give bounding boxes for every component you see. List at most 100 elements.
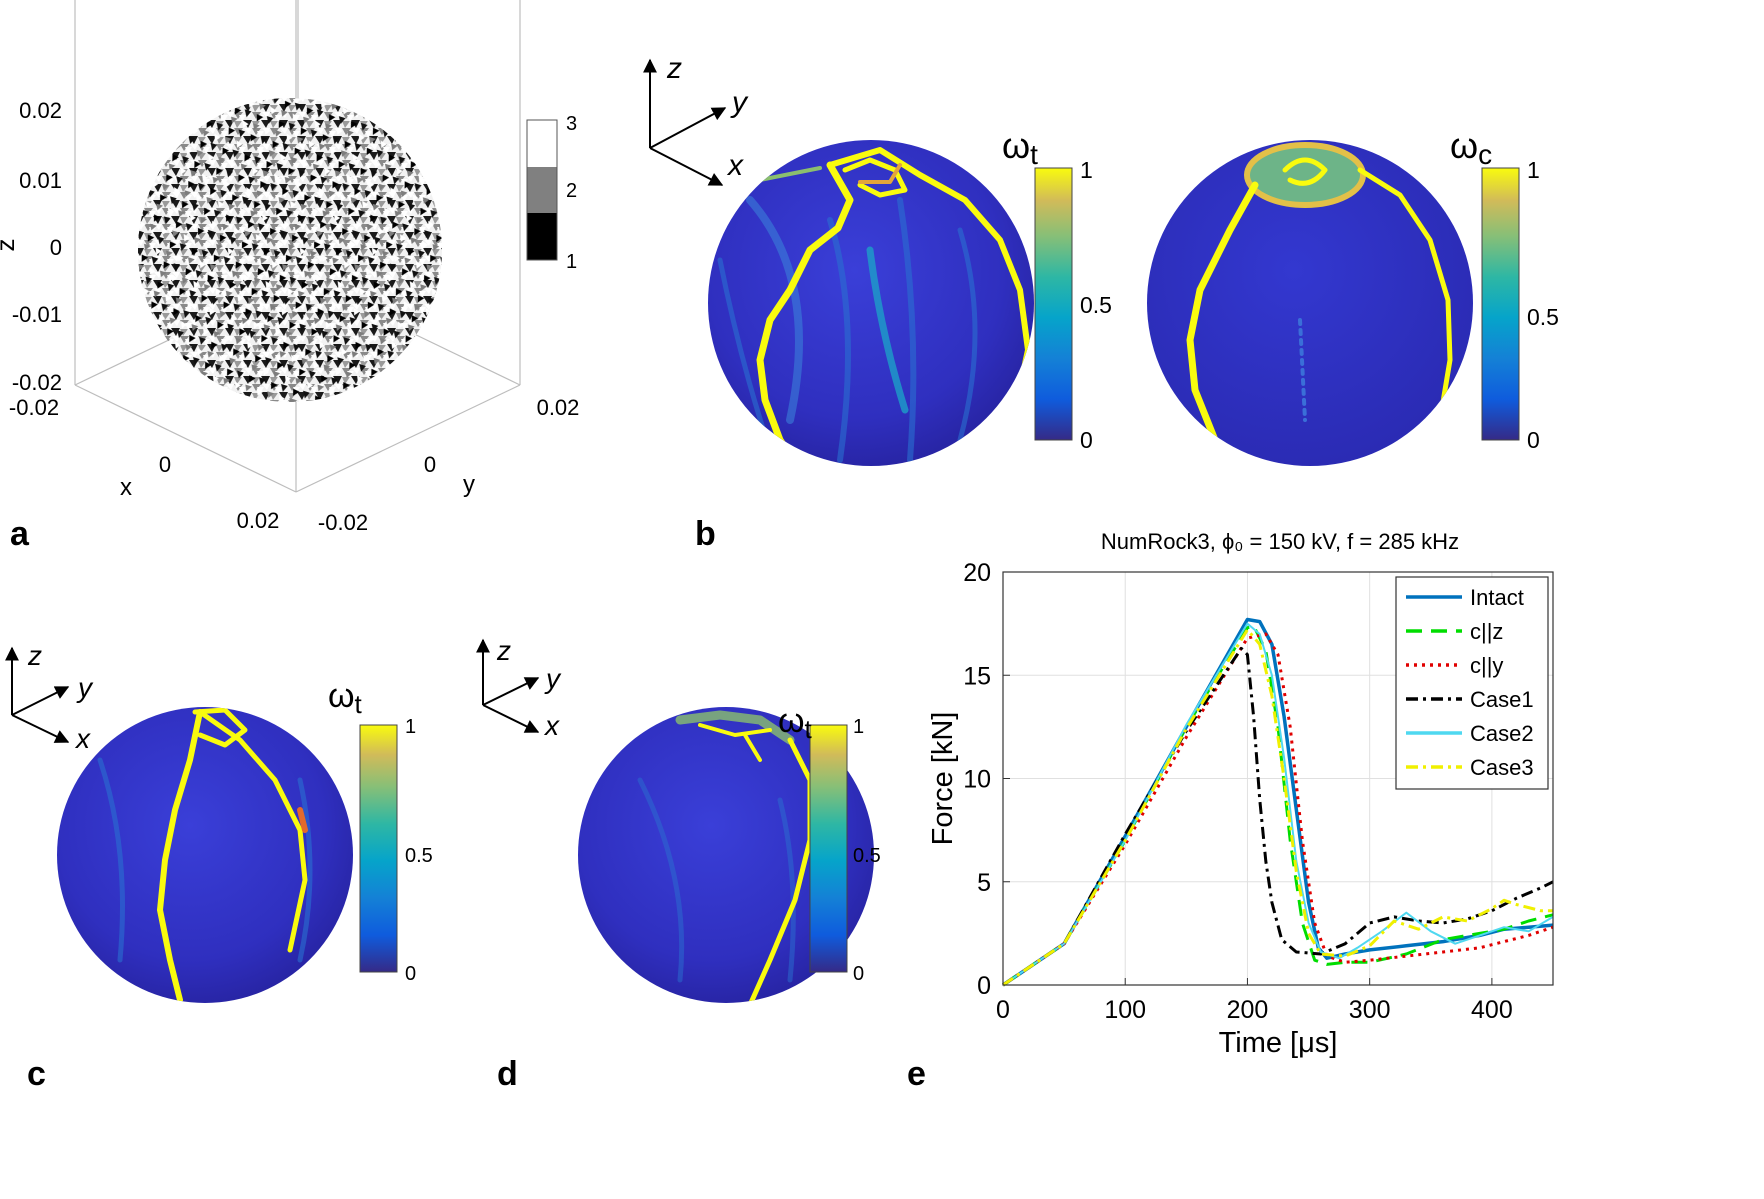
chart-title: NumRock3, ϕ₀ = 150 kV, f = 285 kHz [1101,529,1459,554]
colorbar-tick: 1 [1080,157,1093,183]
y-tick: 0 [424,452,436,477]
colorbar-omega-t-c: ωt 1 0.5 0 [328,677,433,985]
colorbar-tick: 0.5 [405,845,433,867]
legend: Intact c||z c||y Case1 Case2 Case3 [1395,576,1549,790]
triad-z-label: z [496,635,511,666]
panel-b: z y x ωt 1 0.5 0 [643,52,1559,553]
y-tick-label: 5 [977,869,991,897]
legend-entry: c||y [1470,653,1503,678]
legend-entry: Intact [1470,585,1524,610]
legend-entry: Case2 [1470,721,1534,746]
triad-z-label: z [27,640,42,671]
x-tick-label: 300 [1349,996,1391,1024]
colorbar-tick: 0.5 [1080,292,1112,318]
y-tick-labels: -0.02 0 0.02 [318,395,579,535]
axis-triad [476,638,540,733]
panel-d: z y x ωt 1 0.5 0 d [476,635,881,1093]
triad-z-label: z [666,52,682,85]
colorbar-swatch-3 [527,120,557,167]
triad-x-label: x [726,149,744,182]
panel-e: NumRock3, ϕ₀ = 150 kV, f = 285 kHz 0 100 2… [907,529,1554,1093]
x-axis-label: Time [μs] [1219,1027,1338,1059]
x-tick-label: 100 [1104,996,1146,1024]
panel-letter-c: c [27,1055,46,1093]
x-tick: -0.02 [9,395,59,420]
rock-sphere-overlay [138,98,442,402]
colorbar-tick: 0.5 [853,845,881,867]
tensile-damage-sphere [708,140,1034,466]
z-tick: -0.02 [12,370,62,395]
triad-y-label: y [544,663,562,694]
compressive-damage-sphere [1147,140,1473,466]
z-tick: 0.01 [19,168,62,193]
colorbar-omega-c: ωc 1 0.5 0 [1450,125,1559,453]
tensile-damage-sphere-case2 [578,707,874,1003]
colorbar-tick: 1 [1527,157,1540,183]
y-tick-label: 10 [963,766,991,794]
axis-triad [643,58,727,186]
legend-box [1395,576,1549,790]
axis-triad [4,646,70,743]
colorbar-symbol: ωt [778,702,813,744]
triad-x-label: x [74,723,91,754]
triad-y-label: y [730,86,749,119]
colorbar-swatch-1 [527,213,557,260]
series-line-cz [1002,624,1554,987]
y-axis-label: Force [kN] [927,712,959,846]
series-line-cy [1002,632,1554,987]
colorbar-tick: 1 [405,716,416,738]
colorbar-tick: 2 [566,180,577,202]
x-tick-label: 400 [1471,996,1513,1024]
x-tick: 0.02 [237,508,280,533]
y-axis-label: y [463,471,475,498]
colorbar-tick: 1 [566,251,577,273]
series-line-case2 [1002,622,1554,986]
force-time-chart: 0 100 200 300 400 0 5 10 15 20 Time [μs] Force [kN]… [927,559,1554,1059]
panel-c: z y x ωt 1 0.5 0 c [4,640,433,1093]
legend-entry: Case3 [1470,755,1534,780]
panel-letter-d: d [497,1055,518,1093]
plot-frame [1002,571,1554,986]
y-tick-label: 20 [963,559,991,587]
colorbar-tick: 1 [853,716,864,738]
colorbar-tick: 0 [1080,427,1093,453]
z-tick: -0.01 [12,302,62,327]
x-tick-labels: -0.02 0 0.02 [9,395,279,533]
x-tick-label: 0 [996,996,1010,1024]
colorbar-omega-t-d: ωt 1 0.5 0 [778,702,881,985]
x-tick-label: 200 [1227,996,1269,1024]
z-tick: 0 [50,235,62,260]
triad-y-label: y [76,672,94,703]
panel-letter-e: e [907,1055,926,1093]
legend-entry: c||z [1470,619,1503,644]
material-colorbar: 3 2 1 [526,113,577,273]
colorbar-tick: 0.5 [1527,304,1559,330]
tensile-damage-sphere-case1 [57,707,353,1003]
panel-a: z 0.02 0.01 0 -0.01 -0.02 -0.02 0 0.02 x… [0,0,579,553]
colorbar-symbol: ωt [1002,125,1038,170]
z-tick: 0.02 [19,98,62,123]
colorbar-swatch-2 [527,167,557,213]
colorbar-omega-t: ωt 1 0.5 0 [1002,125,1112,453]
z-axis-label: z [0,239,20,252]
colorbar-symbol: ωc [1450,125,1492,170]
x-axis-label: x [120,474,132,501]
y-tick: -0.02 [318,510,368,535]
series-line-case1 [1002,646,1554,987]
panel-letter-a: a [10,515,30,553]
y-tick-label: 0 [977,972,991,1000]
z-tick-labels: 0.02 0.01 0 -0.01 -0.02 [12,98,62,395]
colorbar-tick: 0 [1527,427,1540,453]
colorbar-symbol: ωt [328,677,363,719]
colorbar-tick: 3 [566,113,577,135]
series-line-case3 [1002,628,1553,987]
panel-letter-b: b [695,515,716,553]
y-tick: 0.02 [537,395,580,420]
y-tick-label: 15 [963,662,991,690]
colorbar-tick: 0 [405,963,416,985]
legend-entry: Case1 [1470,687,1534,712]
colorbar-tick: 0 [853,963,864,985]
triad-x-label: x [543,710,560,741]
